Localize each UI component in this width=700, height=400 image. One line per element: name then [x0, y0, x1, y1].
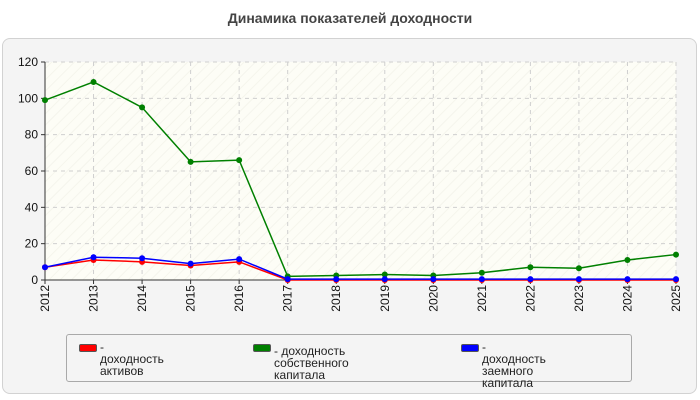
x-tick-label: 2019 [378, 285, 392, 312]
series-point-2 [673, 276, 679, 283]
series-point-2 [624, 276, 631, 283]
legend-label-equity: - доходность собственного капитала [274, 344, 349, 382]
series-point-1 [90, 78, 97, 85]
series-point-1 [673, 251, 679, 258]
series-point-1 [527, 264, 534, 271]
series-point-2 [478, 276, 485, 283]
series-point-2 [90, 254, 97, 261]
x-tick-label: 2021 [475, 285, 489, 312]
y-tick-label: 80 [25, 128, 39, 142]
x-tick-label: 2020 [426, 285, 440, 312]
x-tick-label: 2017 [281, 285, 295, 312]
legend: - доходность активов - доходность собств… [66, 334, 632, 389]
series-point-1 [381, 271, 388, 278]
series-point-1 [42, 97, 48, 104]
legend-label-assets: - доходность активов [100, 340, 164, 378]
series-point-2 [284, 276, 291, 283]
x-tick-label: 2025 [669, 285, 683, 312]
x-tick-label: 2022 [523, 285, 537, 312]
y-tick-label: 120 [18, 55, 38, 69]
legend-swatch-equity [253, 344, 271, 352]
series-point-2 [575, 276, 582, 283]
x-tick-label: 2024 [620, 285, 634, 312]
series-point-1 [236, 157, 243, 164]
x-tick-label: 2012 [38, 285, 52, 312]
y-tick-label: 100 [18, 91, 38, 105]
y-tick-label: 60 [25, 164, 39, 178]
x-tick-label: 2018 [329, 285, 343, 312]
x-tick-label: 2016 [232, 285, 246, 312]
y-tick-label: 0 [31, 273, 38, 287]
series-line-0 [44, 259, 676, 281]
series-point-1 [187, 158, 194, 165]
series-point-2 [430, 276, 437, 283]
series-point-2 [139, 255, 146, 262]
series-line-2 [44, 256, 676, 280]
series-line-1 [44, 81, 677, 278]
series-point-2 [527, 276, 534, 283]
legend-swatch-borrowed [461, 344, 479, 352]
y-tick-label: 40 [25, 200, 39, 214]
series-point-1 [575, 265, 582, 272]
legend-label-borrowed: - доходность заемного капитала [482, 340, 546, 390]
series-point-1 [139, 104, 146, 111]
series-point-1 [478, 269, 485, 276]
chart-title: Динамика показателей доходности [227, 10, 473, 26]
x-tick-label: 2013 [87, 285, 101, 312]
series-point-2 [333, 276, 340, 283]
series-point-1 [624, 257, 631, 264]
x-tick-label: 2023 [572, 285, 586, 312]
legend-swatch-assets [79, 344, 97, 352]
series-point-2 [236, 256, 243, 263]
series-point-2 [187, 260, 194, 267]
x-tick-label: 2015 [184, 285, 198, 312]
y-tick-label: 20 [25, 237, 39, 251]
x-tick-label: 2014 [135, 285, 149, 312]
series-point-2 [42, 264, 48, 271]
series-point-2 [381, 276, 388, 283]
